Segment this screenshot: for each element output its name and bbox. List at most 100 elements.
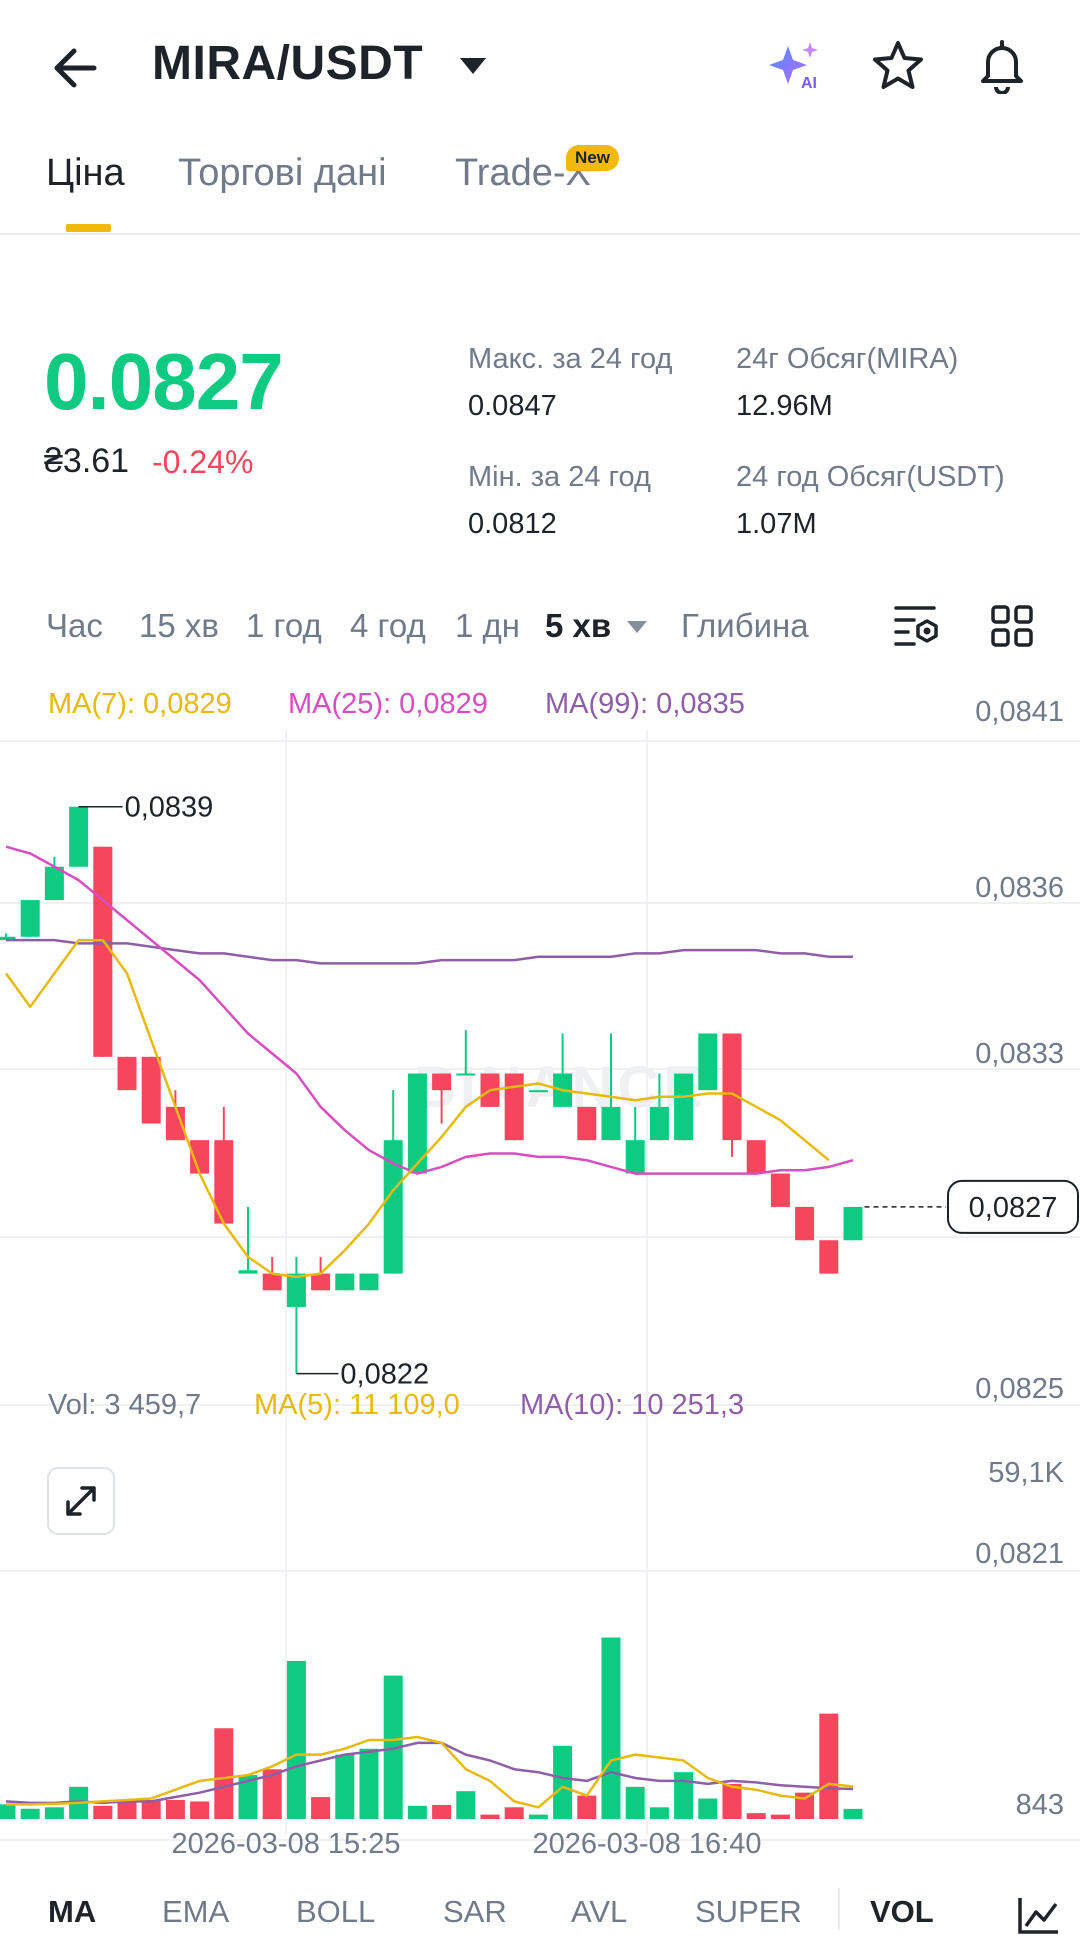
candle-body	[335, 1273, 355, 1291]
candle-body	[528, 1090, 548, 1093]
interval-1h[interactable]: 1 год	[246, 607, 322, 644]
tab-price[interactable]: Ціна	[46, 152, 125, 194]
divider	[0, 233, 1080, 235]
low-marker-label: 0,0822	[340, 1359, 429, 1391]
candle-body	[770, 1173, 790, 1207]
pair-title[interactable]: MIRA/USDT	[152, 37, 424, 90]
y-tick-label: 0,0821	[975, 1538, 1064, 1570]
candle-body	[69, 806, 89, 867]
candle-body	[262, 1273, 282, 1291]
volume-bar	[407, 1805, 427, 1819]
interval-15m[interactable]: 15 хв	[139, 607, 219, 644]
low-24h-value: 0.0812	[468, 508, 557, 540]
vol-tick-label: 843	[1016, 1789, 1064, 1821]
ma99-line	[6, 938, 853, 965]
kline-chart[interactable]: BINANCE 0,08410,08360,08330,08290,08250,…	[0, 670, 1080, 1860]
indicator-super[interactable]: SUPER	[695, 1894, 802, 1929]
indicator-boll[interactable]: BOLL	[296, 1894, 376, 1929]
fullscreen-button[interactable]	[47, 1467, 115, 1535]
candle-body	[407, 1073, 427, 1174]
volume-bar	[601, 1637, 621, 1819]
volume-bar	[383, 1675, 403, 1819]
x-tick-1: 2026-03-08 15:25	[172, 1828, 401, 1860]
candle-body	[117, 1056, 137, 1091]
indicator-avl[interactable]: AVL	[571, 1894, 628, 1929]
indicator-sar[interactable]: SAR	[443, 1894, 507, 1929]
bell-icon[interactable]	[974, 36, 1030, 94]
candle-body	[625, 1140, 645, 1174]
volume-bar	[286, 1660, 306, 1819]
high-marker-label: 0,0839	[125, 792, 214, 824]
interval-time[interactable]: Час	[46, 607, 103, 644]
indicator-vol[interactable]: VOL	[870, 1894, 934, 1929]
volume-bar	[843, 1808, 863, 1819]
volume-bar	[311, 1797, 331, 1819]
volume-base-label: 24г Обсяг(MIRA)	[736, 343, 959, 375]
candle-body	[359, 1273, 379, 1291]
indicator-ma[interactable]: MA	[48, 1894, 97, 1929]
ma7-legend: MA(7): 0,0829	[48, 688, 232, 720]
candle-body	[432, 1073, 452, 1091]
y-tick-label: 0,0836	[975, 872, 1064, 904]
tab-trading-data[interactable]: Торгові дані	[178, 152, 387, 194]
active-tab-indicator	[66, 224, 111, 232]
volume-panel	[0, 1637, 863, 1819]
interval-depth[interactable]: Глибина	[681, 607, 809, 644]
local-currency-price: ₴3.61	[44, 442, 130, 480]
vol-ma5-line	[6, 1735, 854, 1809]
y-tick-label: 0,0825	[975, 1373, 1064, 1405]
last-price: 0.0827	[44, 337, 284, 426]
volume-axis: 59,1K 843	[988, 1457, 1064, 1821]
volume-bar	[795, 1792, 815, 1819]
candle-body	[746, 1140, 766, 1174]
y-tick-label: 0,0841	[975, 696, 1064, 728]
candles	[0, 806, 863, 1374]
y-tick-label: 0,0833	[975, 1038, 1064, 1070]
volume-bar	[93, 1805, 113, 1819]
volume-quote-value: 1.07M	[736, 508, 817, 540]
volume-bar	[553, 1745, 573, 1819]
volume-bar	[625, 1786, 645, 1819]
star-icon[interactable]	[870, 38, 926, 94]
low-24h-label: Мін. за 24 год	[468, 461, 651, 493]
ma7-line	[4, 938, 830, 1279]
volume-bar	[214, 1728, 234, 1819]
high-24h-value: 0.0847	[468, 390, 557, 422]
interval-4h[interactable]: 4 год	[350, 607, 426, 644]
ai-sparkle-icon[interactable]: AI	[766, 40, 826, 92]
candle-body	[698, 1033, 718, 1091]
indicator-ema[interactable]: EMA	[162, 1894, 230, 1929]
arrow-left-icon[interactable]	[48, 40, 104, 96]
top-bar: MIRA/USDT AI	[0, 0, 1080, 130]
volume-bar	[262, 1769, 282, 1819]
volume-bar	[577, 1795, 597, 1819]
volume-bar	[819, 1713, 839, 1819]
layout-grid-icon[interactable]	[990, 604, 1034, 648]
candle-body	[214, 1140, 234, 1224]
candle-body	[44, 866, 64, 901]
chart-settings-icon[interactable]	[894, 604, 942, 648]
candle-body	[577, 1106, 597, 1141]
interval-5m[interactable]: 5 хв	[545, 607, 612, 644]
candle-body	[141, 1056, 161, 1124]
indicator-settings-icon[interactable]	[1016, 1896, 1060, 1936]
new-badge: New	[566, 145, 619, 171]
pair-dropdown-icon[interactable]	[460, 58, 486, 74]
volume-bar	[649, 1807, 669, 1819]
candle-body	[0, 936, 16, 941]
interval-1d[interactable]: 1 дн	[455, 607, 521, 644]
volume-bar	[674, 1772, 694, 1819]
high-24h-label: Макс. за 24 год	[468, 343, 673, 375]
vol-tick-label: 59,1K	[988, 1457, 1064, 1489]
interval-dropdown-icon[interactable]	[627, 621, 647, 633]
ma25-legend: MA(25): 0,0829	[288, 688, 488, 720]
candle-body	[20, 900, 40, 937]
volume-bar	[141, 1799, 161, 1819]
volume-bar	[238, 1775, 258, 1819]
volume-bar	[722, 1783, 742, 1819]
candle-body	[819, 1240, 839, 1274]
ma-lines	[4, 845, 854, 1279]
vol-ma5-legend: MA(5): 11 109,0	[254, 1389, 460, 1421]
volume-bar	[20, 1808, 40, 1819]
